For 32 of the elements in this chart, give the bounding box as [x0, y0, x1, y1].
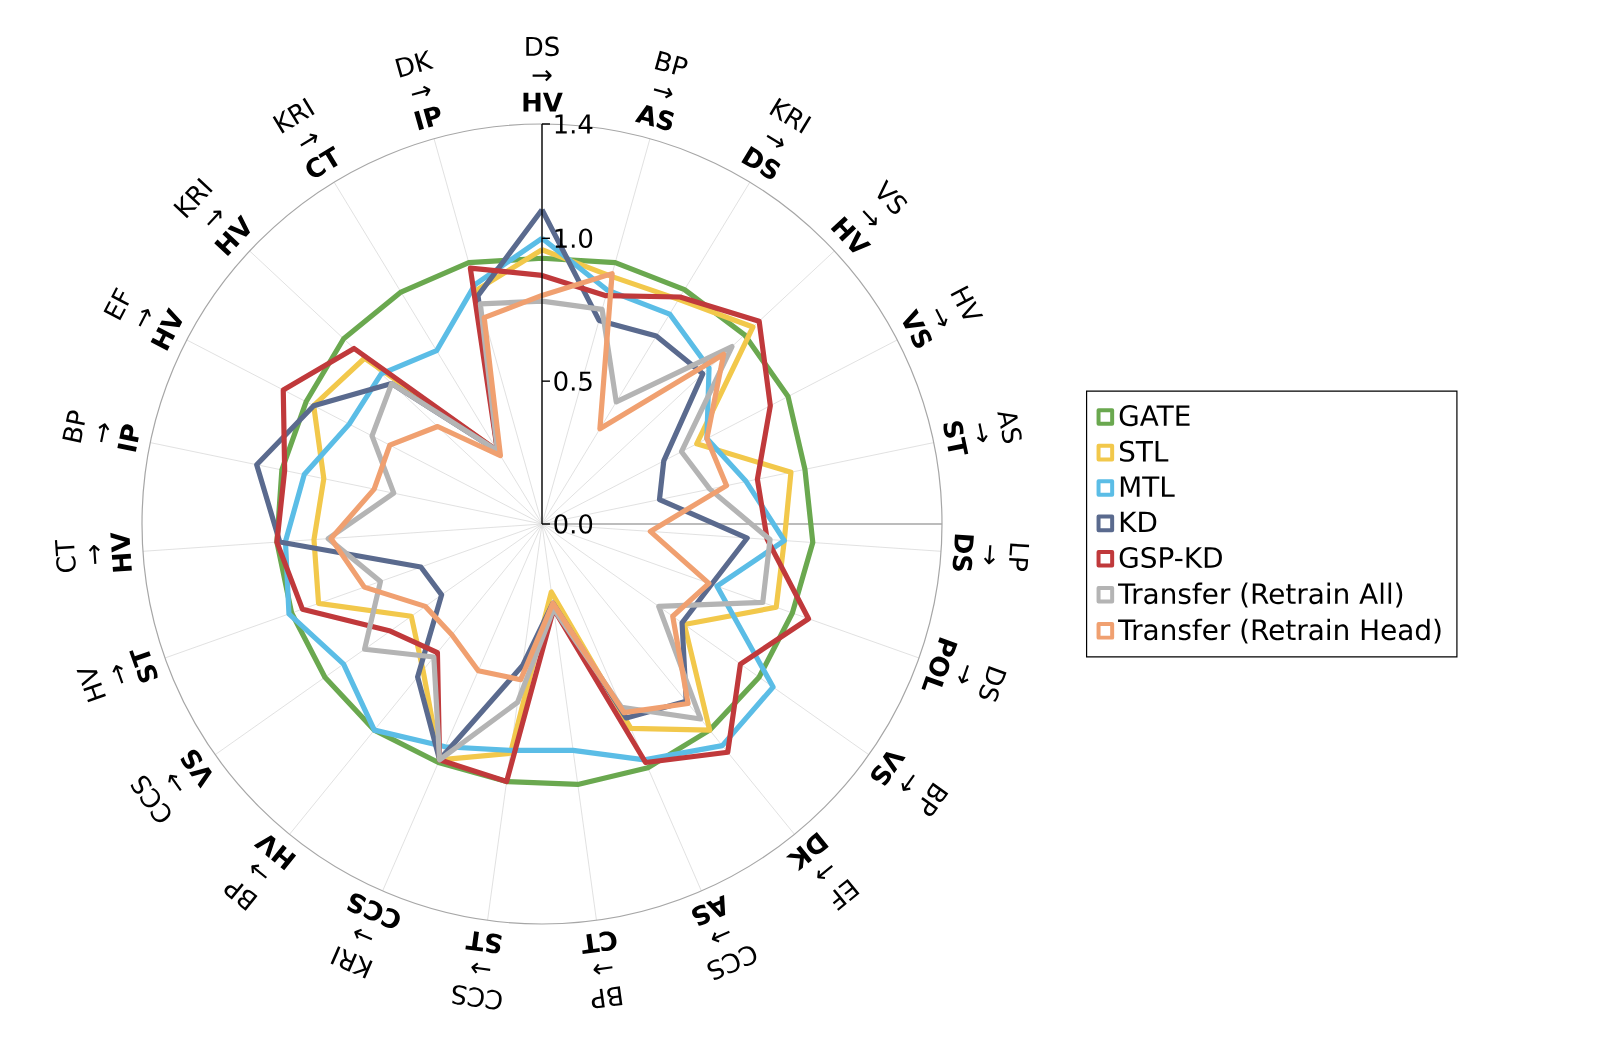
legend-label: GSP-KD: [1119, 546, 1222, 569]
spoke-label: AS → ST: [943, 412, 1022, 455]
legend-label: Transfer (Retrain Head): [1118, 618, 1441, 644]
spoke-label: DS → HV: [523, 36, 563, 112]
spoke-label: KRI → CCS: [330, 893, 400, 979]
spoke-label: BP → HV: [224, 835, 297, 911]
spoke-label: DS → POL: [921, 637, 1007, 702]
legend-label: STL: [1119, 440, 1169, 462]
spoke-label: CCS → ST: [452, 931, 502, 1010]
spoke-label: VS → HV: [830, 179, 908, 253]
spoke-label: DK → IP: [395, 50, 441, 131]
spoke-label: BP → IP: [62, 410, 139, 452]
legend-label: KD: [1120, 511, 1157, 532]
legend-label: Transfer (Retrain All): [1118, 582, 1403, 608]
y-tick-label: 0.0: [554, 514, 593, 534]
spoke-label: KRI → DS: [741, 97, 812, 179]
y-tick-label: 1.4: [555, 114, 593, 134]
spoke-label: BP → AS: [634, 50, 688, 131]
spoke-label: BP → CT: [582, 931, 623, 1009]
legend-label: GATE: [1119, 405, 1190, 427]
spoke-label: HV → ST: [76, 650, 158, 703]
spoke-label: EF → DK: [785, 832, 860, 911]
spoke-label: BP → VS: [871, 752, 949, 816]
legend-label: MTL: [1120, 476, 1175, 497]
spoke-label: LP → DS: [952, 534, 1030, 572]
spoke-label: CCS → AS: [692, 894, 757, 980]
spoke-label: HV → VS: [902, 285, 984, 348]
spoke-label: KRI → CT: [272, 97, 338, 178]
spoke-label: CT → HV: [54, 532, 132, 573]
y-tick-label: 0.5: [554, 371, 592, 391]
spoke-label: EF → HV: [103, 287, 183, 351]
spoke-label: KRI → HV: [173, 177, 251, 257]
